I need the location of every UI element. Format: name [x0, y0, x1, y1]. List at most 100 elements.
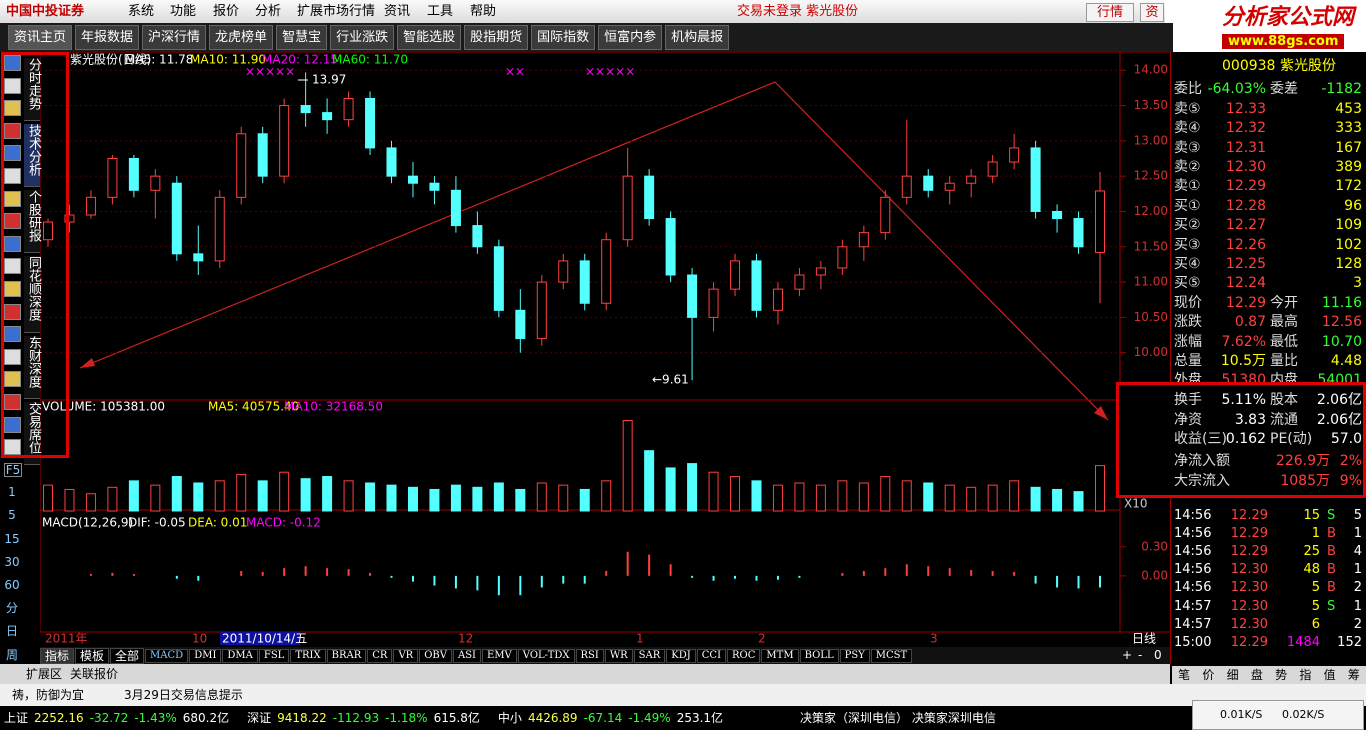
side-tab[interactable]: 同花顺深度: [24, 256, 41, 333]
zoom-button[interactable]: +: [1122, 648, 1133, 662]
tool-icon[interactable]: [4, 235, 21, 252]
tool-icon[interactable]: [4, 122, 21, 139]
zoom-button[interactable]: 0: [1154, 648, 1162, 662]
tool-icon[interactable]: [4, 190, 21, 207]
indicator-tab[interactable]: BRAR: [326, 648, 367, 663]
indicator-tab[interactable]: VOL-TDX: [517, 648, 575, 663]
top-button[interactable]: 行情: [1086, 3, 1134, 22]
menu-item[interactable]: 报价: [213, 4, 240, 19]
period-button[interactable]: F5: [4, 463, 22, 477]
quote-field: 12.25: [1225, 255, 1266, 272]
period-button[interactable]: 15: [4, 531, 20, 546]
tool-icon[interactable]: [4, 348, 21, 365]
indicator-tab[interactable]: MCST: [870, 648, 913, 663]
tool-icon[interactable]: [4, 394, 21, 410]
tool-icon[interactable]: [4, 439, 21, 456]
indicator-tab[interactable]: RSI: [575, 648, 604, 663]
tool-icon[interactable]: [4, 281, 21, 297]
period-button[interactable]: 日: [5, 624, 18, 639]
indicator-tab[interactable]: 指标: [40, 647, 75, 664]
tab[interactable]: 智能选股: [397, 25, 462, 50]
ext-tab[interactable]: 扩展区: [26, 667, 63, 681]
indicator-tab[interactable]: MTM: [761, 648, 799, 663]
tab[interactable]: 股指期货: [464, 25, 529, 50]
tool-icon[interactable]: [4, 258, 21, 275]
tab[interactable]: 机构晨报: [665, 25, 730, 50]
tab[interactable]: 年报数据: [75, 25, 140, 50]
volume-bar: [1073, 491, 1084, 512]
indicator-tab[interactable]: ROC: [727, 648, 761, 663]
quote-tab[interactable]: 值: [1323, 668, 1336, 682]
tool-icon[interactable]: [4, 371, 21, 388]
indicator-tab[interactable]: KDJ: [666, 648, 696, 663]
tool-icon[interactable]: [4, 303, 21, 320]
tool-icon[interactable]: [4, 145, 21, 162]
tool-icon[interactable]: [4, 326, 21, 343]
zoom-button[interactable]: -: [1138, 648, 1143, 662]
period-button[interactable]: 分: [5, 601, 18, 616]
side-tab[interactable]: 交易席位: [24, 402, 41, 465]
tool-icon[interactable]: [4, 213, 21, 230]
indicator-tab[interactable]: DMI: [189, 648, 222, 663]
period-button[interactable]: 1: [8, 485, 16, 500]
tab[interactable]: 国际指数: [531, 25, 596, 50]
indicator-tab[interactable]: MACD: [145, 648, 189, 663]
side-tab[interactable]: 分时走势: [24, 58, 41, 121]
indicator-tab[interactable]: PSY: [839, 648, 870, 663]
tool-icon[interactable]: [4, 168, 21, 184]
quote-tab[interactable]: 价: [1202, 668, 1215, 682]
indicator-tab[interactable]: TRIX: [290, 648, 326, 663]
quote-tab[interactable]: 筹: [1347, 668, 1360, 682]
period-button[interactable]: 30: [4, 554, 20, 569]
indicator-tab[interactable]: DMA: [222, 648, 258, 663]
quote-field: 委比: [1174, 81, 1202, 97]
tab[interactable]: 资讯主页: [8, 25, 73, 50]
top-button[interactable]: 资: [1140, 3, 1164, 22]
ext-tab[interactable]: 关联报价: [70, 667, 119, 681]
period-button[interactable]: 60: [4, 578, 20, 592]
indicator-tab[interactable]: BOLL: [799, 648, 839, 663]
tool-icon[interactable]: [4, 55, 21, 71]
indicator-tab[interactable]: OBV: [419, 648, 452, 663]
tab[interactable]: 智慧宝: [276, 25, 328, 50]
indicator-tab[interactable]: VR: [393, 648, 419, 663]
tool-icon[interactable]: [4, 416, 21, 433]
quote-tab[interactable]: 笔: [1178, 668, 1191, 682]
indicator-tab[interactable]: SAR: [633, 648, 666, 663]
tab[interactable]: 恒富内参: [598, 25, 663, 50]
quote-tab[interactable]: 盘: [1250, 668, 1263, 682]
period-button[interactable]: 5: [8, 508, 16, 523]
menu-item[interactable]: 系统: [128, 4, 155, 19]
ma-legend: MA20: 12.15: [262, 53, 338, 67]
side-tab[interactable]: 个股研报: [24, 190, 41, 253]
indicator-tab[interactable]: 模板: [75, 647, 110, 664]
candle-body: [579, 260, 590, 304]
indicator-tab[interactable]: CR: [367, 648, 393, 663]
tool-icon[interactable]: [4, 100, 21, 117]
indicator-tab[interactable]: WR: [604, 648, 633, 663]
quote-field: 12.29: [1225, 178, 1266, 195]
indicator-tab[interactable]: 全部: [110, 647, 145, 664]
indicator-tab[interactable]: FSL: [258, 648, 290, 663]
menu-item[interactable]: 扩展市场行情: [297, 4, 376, 19]
quote-tab[interactable]: 指: [1299, 668, 1312, 682]
tab[interactable]: 行业涨跌: [330, 25, 395, 50]
quote-tab[interactable]: 细: [1226, 668, 1239, 682]
quote-tab[interactable]: 势: [1275, 668, 1288, 682]
side-tab[interactable]: 东财深度: [24, 336, 41, 399]
menu-item[interactable]: 工具: [427, 4, 454, 19]
menu-item[interactable]: 分析: [255, 4, 282, 19]
menu-item[interactable]: 功能: [170, 4, 197, 19]
period-button[interactable]: 周: [5, 647, 18, 662]
notice-text[interactable]: 祷，防御为宜: [12, 688, 85, 702]
menu-item[interactable]: 资讯: [384, 4, 411, 19]
tool-icon[interactable]: [4, 77, 21, 94]
side-tab[interactable]: 技术分析: [24, 124, 41, 187]
indicator-tab[interactable]: CCI: [696, 648, 727, 663]
tab[interactable]: 龙虎榜单: [209, 25, 274, 50]
menu-item[interactable]: 帮助: [470, 4, 497, 19]
tab[interactable]: 沪深行情: [142, 25, 207, 50]
indicator-tab[interactable]: ASI: [452, 648, 482, 663]
indicator-tab[interactable]: EMV: [482, 648, 517, 663]
notice-text[interactable]: 3月29日交易信息提示: [124, 688, 243, 702]
